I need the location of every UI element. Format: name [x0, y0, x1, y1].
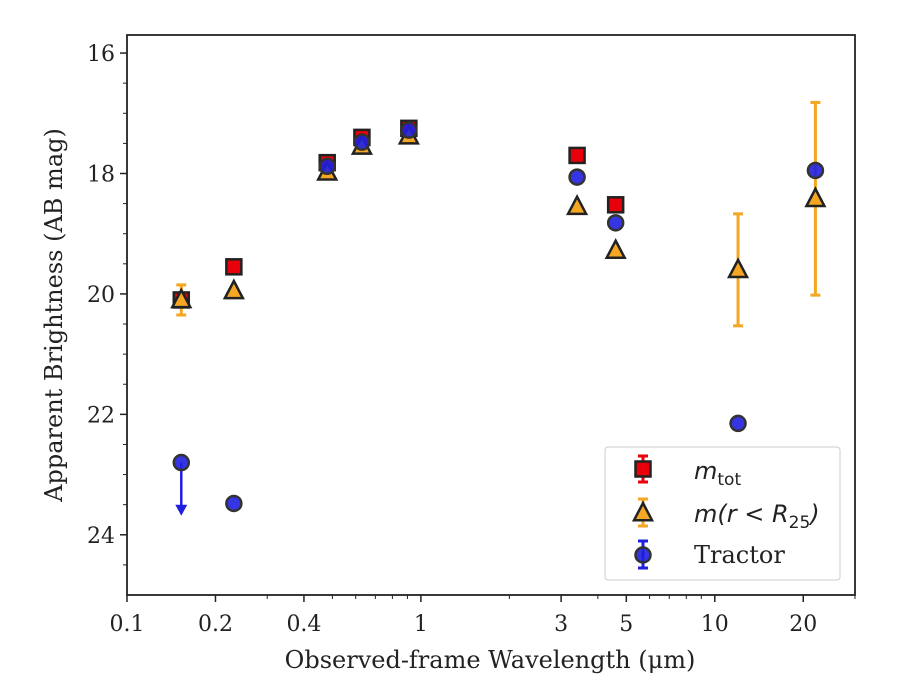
plot-frame — [126, 34, 856, 596]
x-tick-label: 0.2 — [198, 612, 233, 637]
tractor-point — [353, 133, 371, 151]
tractor-point — [806, 161, 825, 180]
m-r25-point — [566, 194, 589, 216]
legend-m-r25-close: ) — [808, 500, 819, 528]
legend-m-tot-marker — [634, 460, 652, 478]
tractor-point — [400, 121, 418, 139]
m-tot-point — [606, 196, 625, 214]
y-axis-title: Apparent Brightness (AB mag) — [40, 128, 68, 503]
legend-frame — [604, 446, 841, 581]
y-tick-label: 18 — [87, 162, 115, 187]
y-tick-label: 20 — [87, 283, 115, 308]
x-tick-label: 3 — [554, 612, 568, 637]
x-tick-label: 0.1 — [110, 612, 145, 637]
legend-label-m-r25: m(r < R25) — [694, 500, 820, 533]
tractor-point — [318, 157, 336, 176]
m-r25-point — [170, 287, 193, 309]
x-axis-title: Observed-frame Wavelength (μm) — [285, 646, 696, 674]
tractor-point — [568, 168, 586, 186]
y-tick-label: 22 — [87, 403, 115, 428]
legend-tractor-marker — [634, 546, 652, 564]
legend-m-r25-marker — [631, 500, 655, 522]
m-r25-point — [222, 278, 245, 300]
legend-m-tot-base: m — [694, 457, 717, 485]
tractor-upper-limit-arrowhead — [175, 504, 188, 516]
tractor-point — [606, 214, 625, 232]
y-tick-label: 16 — [87, 42, 115, 67]
m-r25-point — [726, 257, 750, 279]
legend-m-r25-main: m(r < R — [694, 500, 789, 528]
m-r25-point — [804, 186, 827, 208]
m-tot-point — [568, 146, 586, 165]
x-tick-label: 0.4 — [286, 612, 321, 637]
x-tick-label: 5 — [619, 612, 633, 637]
legend-m-r25-sub: 25 — [789, 513, 811, 533]
m-r25-point — [604, 237, 627, 260]
m-tot-point — [225, 258, 243, 276]
x-tick-label: 1 — [414, 612, 428, 637]
x-tick-label: 20 — [789, 612, 817, 637]
plot-marks — [170, 100, 827, 516]
tractor-point — [729, 414, 747, 433]
y-tick-label: 24 — [87, 524, 115, 549]
x-tick-label: 10 — [701, 612, 729, 637]
legend-label-m-tot: mtot — [694, 457, 741, 490]
legend-label-tractor: Tractor — [694, 541, 785, 569]
legend-m-tot-sub: tot — [717, 470, 741, 490]
tractor-point — [225, 494, 243, 513]
tractor-point — [172, 453, 191, 472]
axes: 0.1 0.2 0.4 1 3 5 10 20 16 18 20 22 24 — [87, 34, 856, 637]
legend: mtot m(r < R25) Tractor — [604, 446, 841, 581]
